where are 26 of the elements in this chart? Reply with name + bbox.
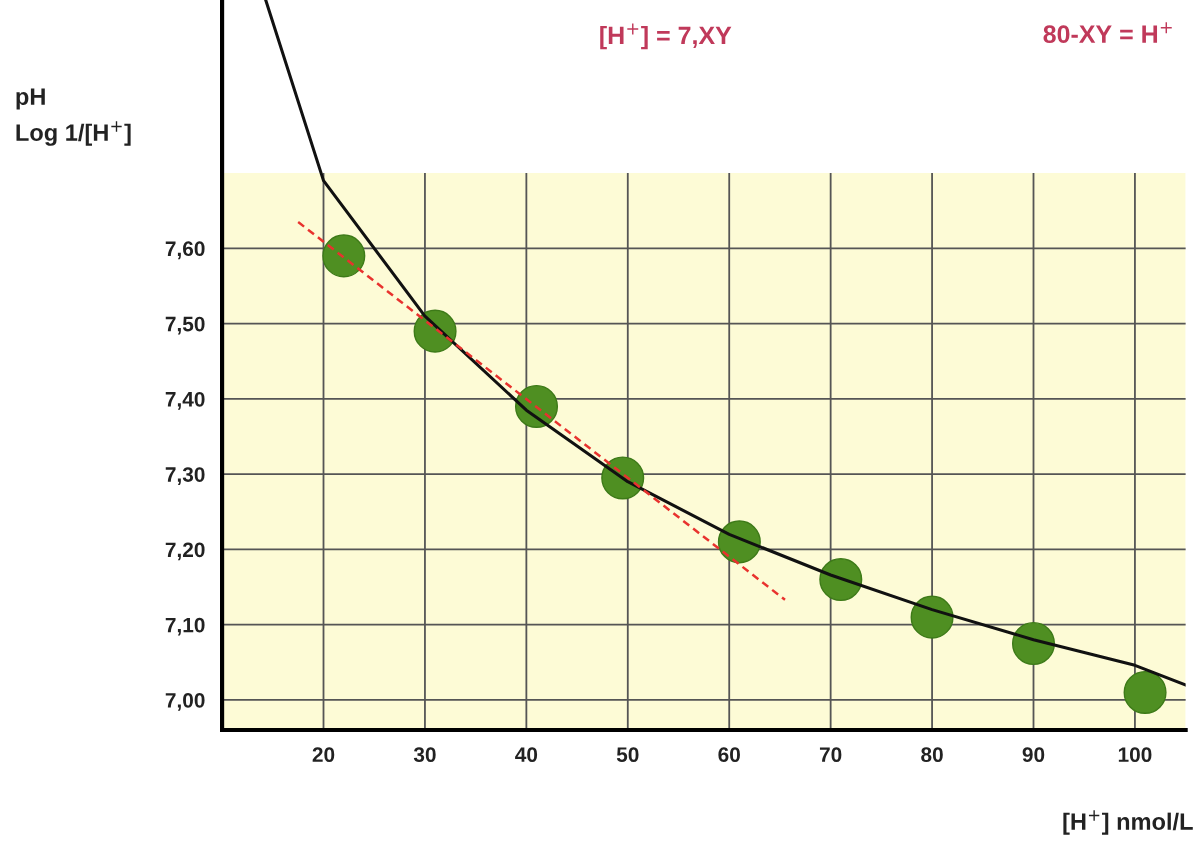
x-tick-label: 20 [312,747,335,763]
x-tick-label: 60 [718,747,740,763]
x-tick-label: 30 [413,747,436,763]
x-tick-label: 50 [616,747,639,763]
point [1123,670,1167,714]
annotation: 80-XY = H$^{+}$ [1043,22,1172,44]
x-tick-label: 90 [1022,747,1045,763]
x-tick-label: 100 [1118,747,1152,763]
y-tick-label: 7,50 [165,316,205,335]
y-tick-label: 7,60 [165,241,205,260]
x-tick-label: 80 [921,747,943,763]
y-tick-label: 7,10 [165,617,205,636]
point [1011,621,1056,666]
y-axis-title: pH Log 1/[H$^{+}$] [16,88,131,146]
line-series [264,0,1186,687]
y-tick-label: 7,30 [165,467,205,485]
y-tick-label: 7,40 [165,391,205,410]
annotation: [H$^{+}$] = 7,XY [600,23,732,50]
y-tick-label: 7,00 [165,692,205,711]
x-axis-title: [H$^{+}$] nmol/L [1063,810,1193,835]
x-tick-label: 70 [819,747,842,763]
point [322,234,366,278]
y-tick-label: 7,20 [165,542,205,561]
point [819,557,863,602]
point [910,595,954,639]
x-tick-label: 40 [515,747,538,763]
